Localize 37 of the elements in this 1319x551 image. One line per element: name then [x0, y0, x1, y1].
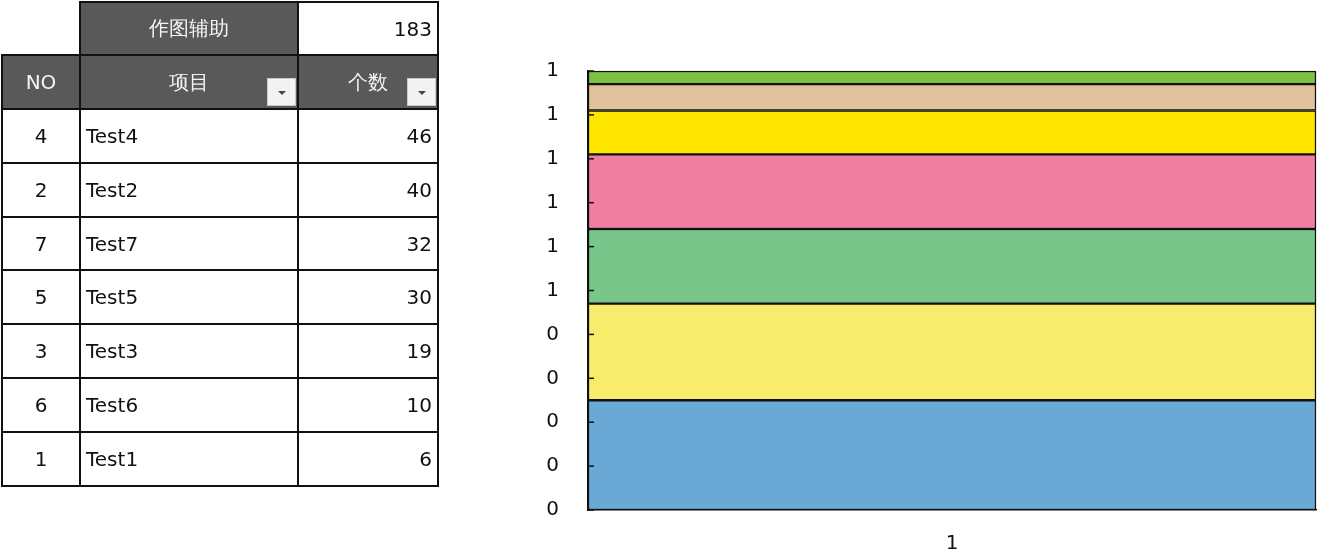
text: 46 [406, 124, 432, 148]
y-tick-label: 0 [546, 408, 559, 433]
text: 30 [406, 285, 432, 309]
y-tick-label: 0 [546, 364, 559, 389]
y-tick-label: 0 [546, 320, 559, 345]
text: 32 [406, 231, 432, 256]
text: 40 [406, 178, 432, 202]
text: Test2 [86, 178, 139, 202]
y-tick-label: 1 [546, 57, 559, 82]
y-tick-label: 1 [546, 188, 559, 213]
text: 4 [34, 124, 48, 148]
text: Test3 [86, 339, 139, 363]
text: 1 [34, 447, 48, 471]
text: 5 [34, 285, 48, 309]
text: 7 [34, 231, 48, 256]
y-tick-label: 1 [546, 232, 559, 257]
y-tick-label: 1 [546, 276, 559, 301]
text: 6 [419, 447, 432, 471]
y-tick-label: 0 [546, 452, 559, 477]
text: Test6 [86, 393, 139, 417]
y-tick-label: 1 [546, 145, 559, 169]
text: 2 [34, 178, 48, 202]
y-tick-label: 0 [546, 496, 559, 521]
text: 3 [34, 339, 48, 363]
text: 10 [406, 393, 432, 417]
text: 19 [406, 339, 432, 363]
text: 项目 [169, 68, 209, 96]
text: 6 [34, 393, 48, 417]
y-tick-label: 1 [546, 101, 559, 126]
text: 个数 [348, 68, 388, 96]
text: 183 [393, 16, 432, 41]
text: Test4 [86, 124, 139, 148]
text: Test5 [86, 285, 139, 309]
text: NO [25, 70, 57, 94]
text: Test7 [86, 231, 139, 256]
text: 作图辅助 [149, 15, 229, 42]
text: Test1 [86, 447, 139, 471]
